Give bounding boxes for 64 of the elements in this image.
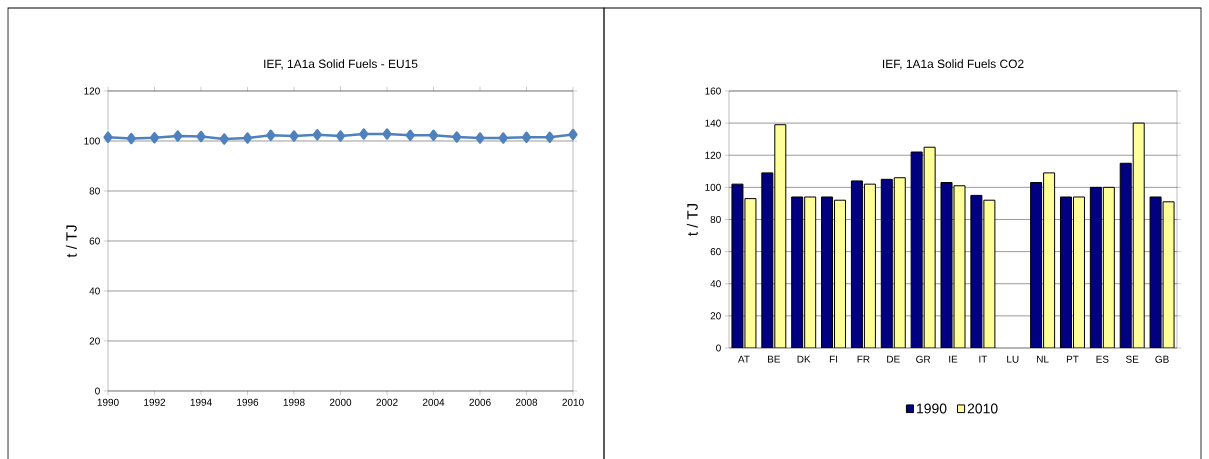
y-tick-label: 0 — [95, 387, 100, 395]
bar — [1132, 122, 1145, 348]
x-tick-label: BE — [767, 355, 781, 363]
bar — [1030, 182, 1043, 348]
x-tick-label: AT — [737, 355, 750, 363]
x-tick-label: 2004 — [422, 398, 445, 406]
bar — [1059, 196, 1072, 348]
bar — [804, 196, 817, 348]
y-tick-label: 60 — [89, 237, 100, 245]
y-axis-title: t / TJ — [686, 204, 698, 236]
bar — [850, 180, 863, 348]
y-axis-title: t / TJ — [65, 225, 77, 258]
y-tick-label: 100 — [705, 183, 721, 191]
bar — [1043, 172, 1056, 348]
chart-title: IEF, 1A1a Solid Fuels - EU15 — [264, 59, 418, 70]
x-tick-label: IT — [979, 355, 988, 363]
x-tick-label: 1992 — [144, 398, 166, 406]
y-tick-label: 80 — [710, 215, 721, 224]
x-tick-label: NL — [1037, 355, 1049, 363]
x-tick-label: 1998 — [283, 398, 305, 406]
bar — [774, 124, 787, 348]
y-tick-label: 20 — [89, 337, 100, 345]
bar — [1102, 186, 1115, 348]
y-tick-label: 120 — [705, 151, 721, 159]
x-tick-label: GR — [916, 355, 931, 363]
bar — [821, 196, 834, 348]
x-tick-label: PT — [1066, 355, 1079, 363]
bar — [1072, 196, 1085, 348]
x-tick-label: DK — [797, 355, 811, 363]
bar — [834, 199, 847, 348]
x-tick-label: 1996 — [237, 398, 259, 406]
bar — [761, 172, 774, 348]
x-tick-label: GB — [1155, 355, 1169, 363]
x-tick-label: FI — [829, 355, 838, 363]
y-tick-label: 160 — [705, 87, 721, 95]
chart-title: IEF, 1A1a Solid Fuels CO2 — [883, 59, 1024, 70]
x-tick-label: 2010 — [562, 398, 584, 406]
x-tick-label: 1990 — [97, 398, 119, 406]
x-tick-label: 2008 — [515, 398, 538, 406]
bar — [791, 196, 804, 348]
bar — [880, 178, 893, 348]
x-tick-label: DE — [887, 355, 900, 363]
y-tick-label: 100 — [84, 137, 100, 145]
y-tick-label: 0 — [716, 344, 721, 352]
bar — [1089, 186, 1102, 348]
x-tick-label: ES — [1096, 355, 1109, 363]
x-tick-label: IE — [949, 355, 958, 363]
y-tick-label: 120 — [84, 87, 100, 95]
y-tick-label: 40 — [89, 287, 100, 295]
x-tick-label: SE — [1126, 355, 1139, 363]
x-tick-label: 2006 — [469, 398, 491, 406]
x-tick-label: 1994 — [190, 398, 212, 406]
y-tick-label: 40 — [710, 280, 721, 288]
y-tick-label: 60 — [710, 248, 721, 256]
bar — [863, 183, 876, 348]
bar — [1119, 162, 1132, 348]
y-tick-label: 20 — [710, 312, 721, 320]
x-tick-label: FR — [857, 355, 870, 363]
y-tick-label: 80 — [89, 187, 100, 195]
y-tick-label: 140 — [705, 119, 721, 127]
x-tick-label: 2000 — [329, 398, 352, 406]
x-tick-label: 2002 — [376, 398, 398, 406]
x-tick-label: LU — [1007, 355, 1019, 363]
bar — [893, 177, 906, 348]
